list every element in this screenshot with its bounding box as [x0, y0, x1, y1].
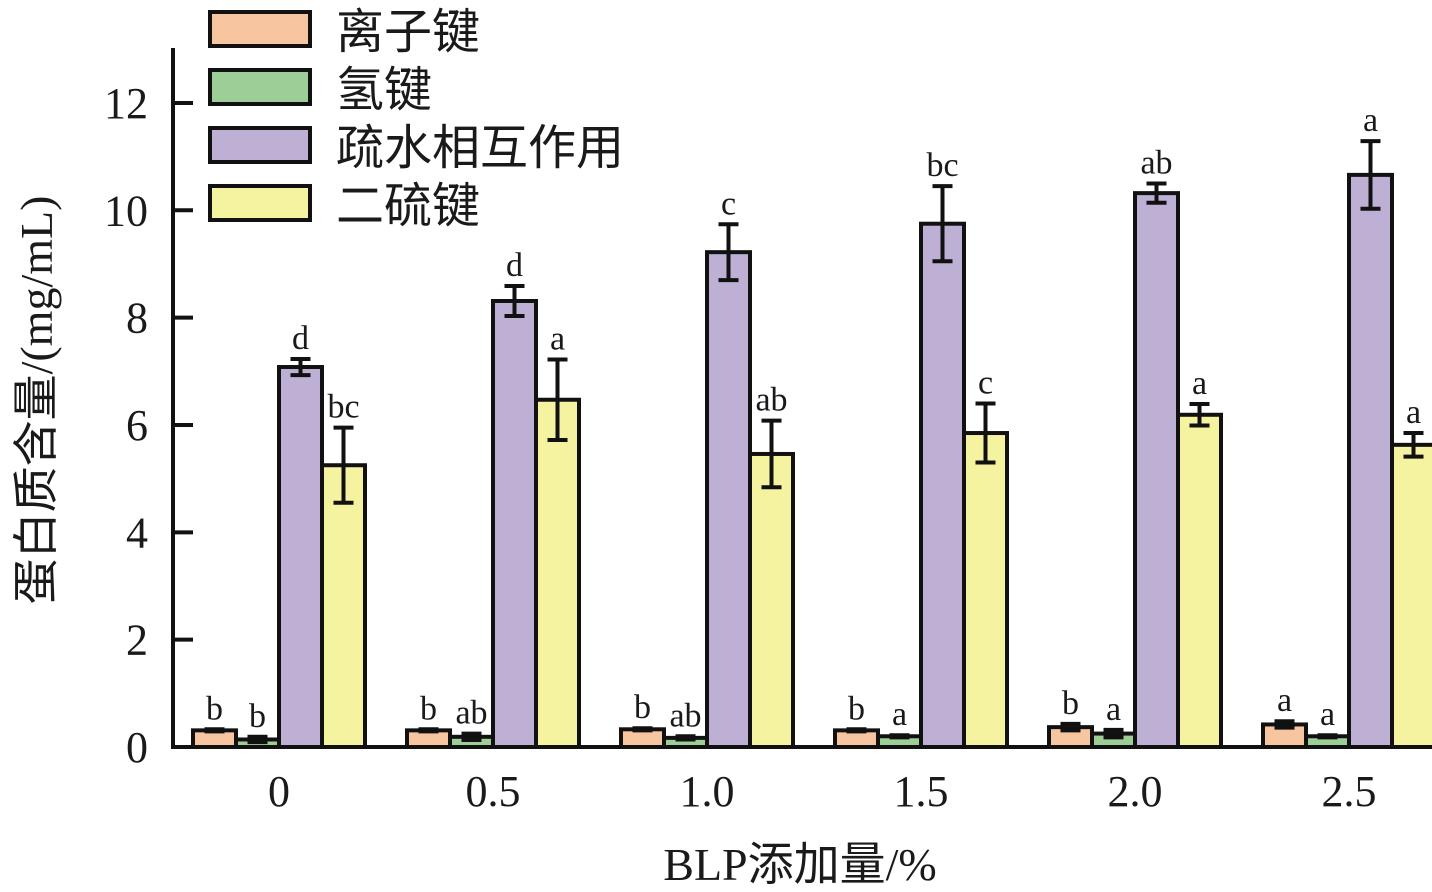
significance-letter: ab: [755, 382, 787, 419]
legend-label: 疏水相互作用: [336, 122, 624, 175]
bar: [705, 250, 752, 749]
bar: [1347, 172, 1394, 749]
bar: [962, 431, 1009, 749]
error-bar: [932, 184, 953, 264]
significance-letter: a: [1406, 394, 1421, 431]
bar: [1390, 442, 1432, 749]
error-bar: [547, 357, 568, 443]
error-bar: [1274, 719, 1295, 730]
error-bar: [1360, 139, 1381, 211]
significance-letter: ab: [1140, 144, 1172, 181]
error-bar: [1103, 727, 1124, 740]
y-axis-title: 蛋白质含量/(mg/mL): [11, 196, 62, 605]
bar: [320, 463, 367, 749]
legend-label: 离子键: [336, 6, 480, 59]
legend-item: 疏水相互作用: [208, 122, 624, 175]
error-bar: [718, 222, 739, 283]
significance-letter: b: [420, 690, 437, 727]
legend-swatch: [208, 68, 312, 106]
bars-layer: [191, 172, 1432, 750]
significance-letter: a: [550, 321, 565, 358]
error-bar: [290, 356, 311, 378]
error-bar: [1060, 721, 1081, 733]
error-bar: [1403, 431, 1424, 459]
y-tick-label: 6: [126, 401, 148, 450]
bar: [277, 365, 324, 749]
significance-letter: ab: [669, 697, 701, 734]
error-bar: [204, 727, 225, 734]
significance-letter: b: [848, 690, 865, 727]
legend-item: 氢键: [208, 64, 432, 117]
x-tick-label: 1.0: [680, 767, 735, 816]
bar: [534, 397, 581, 749]
error-bar: [975, 401, 996, 465]
bar: [1176, 412, 1223, 749]
significance-letter: a: [892, 696, 907, 733]
x-tick-label: 0: [268, 767, 290, 816]
x-tick-label: 2.5: [1322, 767, 1377, 816]
axes: 0 2 4 6 8 10 12 0 0.5 1.0 1.5 2.0 2.5: [104, 48, 1412, 816]
significance-letter: c: [978, 365, 993, 402]
significance-letter: d: [506, 247, 523, 284]
legend-label: 二硫键: [336, 180, 480, 233]
significance-letter: ab: [455, 695, 487, 732]
significance-letter: a: [1320, 696, 1335, 733]
y-ticks: 0 2 4 6 8 10 12: [104, 79, 193, 772]
x-axis-title: BLP添加量/%: [663, 839, 936, 890]
significance-letter: bc: [926, 147, 958, 184]
error-bar: [333, 425, 354, 505]
legend-label: 氢键: [336, 64, 432, 117]
legend-item: 二硫键: [208, 180, 480, 233]
significance-letter: a: [1192, 365, 1207, 402]
legend-swatch: [208, 10, 312, 48]
y-tick-label: 8: [126, 294, 148, 343]
significance-letter: a: [1106, 691, 1121, 728]
error-bar: [504, 283, 525, 319]
significance-letter: a: [1363, 102, 1378, 139]
legend-swatch: [208, 184, 312, 222]
y-tick-label: 2: [126, 616, 148, 665]
significance-letter: b: [249, 698, 266, 735]
significance-letter: b: [206, 690, 223, 727]
error-bar: [761, 418, 782, 490]
bar: [919, 221, 966, 749]
significance-letter: c: [721, 185, 736, 222]
error-bar: [1146, 181, 1167, 205]
x-tick-label: 2.0: [1108, 767, 1163, 816]
bar: [748, 451, 795, 749]
x-tick-label: 1.5: [894, 767, 949, 816]
error-bar: [418, 727, 439, 734]
x-ticks: 0 0.5 1.0 1.5 2.0 2.5: [268, 767, 1377, 816]
y-tick-label: 4: [126, 508, 148, 557]
bar: [1133, 191, 1180, 749]
error-bars-layer: [204, 139, 1424, 745]
y-tick-label: 0: [126, 723, 148, 772]
significance-letter: a: [1277, 682, 1292, 719]
y-tick-label: 12: [104, 79, 148, 128]
error-bar: [1189, 402, 1210, 428]
error-bar: [889, 733, 910, 740]
error-bar: [675, 734, 696, 742]
error-bar: [632, 726, 653, 733]
legend-item: 离子键: [208, 6, 480, 59]
error-bar: [247, 734, 268, 745]
significance-letter: bc: [327, 389, 359, 426]
significance-letter: b: [634, 689, 651, 726]
error-bar: [846, 727, 867, 734]
significance-letter: b: [1062, 685, 1079, 722]
bar: [491, 299, 538, 749]
x-tick-label: 0.5: [466, 767, 521, 816]
error-bar: [461, 731, 482, 743]
y-tick-label: 10: [104, 186, 148, 235]
error-bar: [1317, 733, 1338, 740]
legend-swatch: [208, 126, 312, 164]
significance-letter: d: [292, 320, 309, 357]
